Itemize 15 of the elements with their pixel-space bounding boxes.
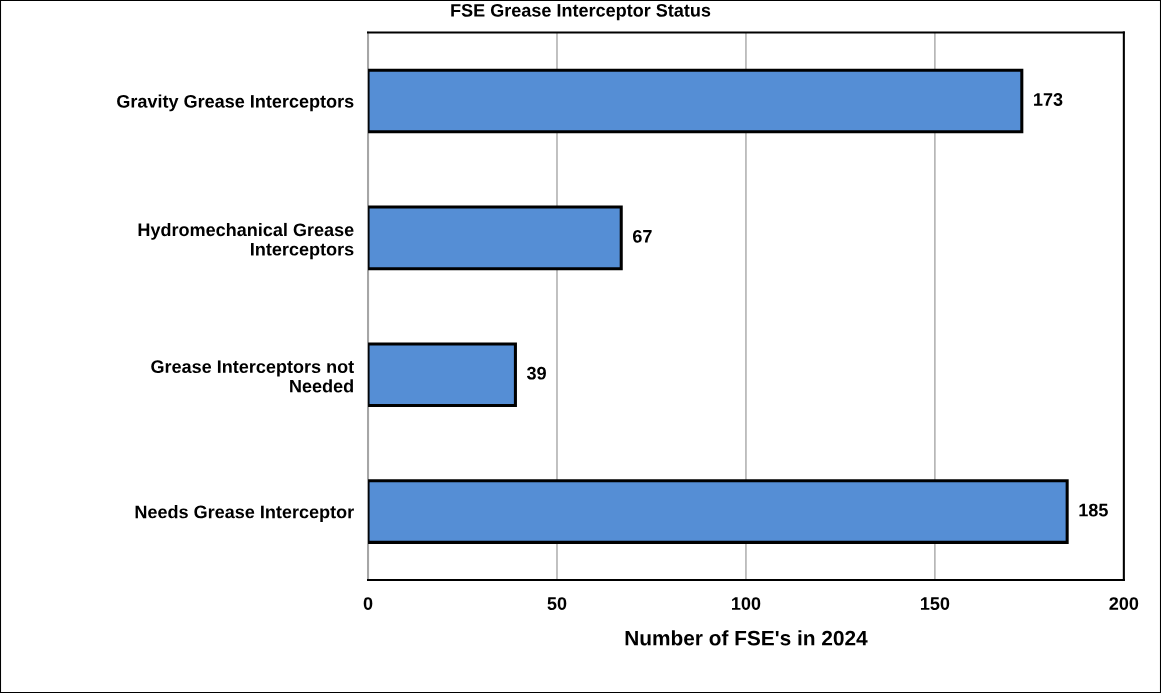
data-label: 185	[1079, 503, 1108, 517]
data-label: 173	[1034, 93, 1063, 106]
y-tick-label: Gravity Grease Interceptors	[117, 94, 354, 112]
x-tick-label: 200	[1109, 597, 1139, 610]
y-tick-label: Grease Interceptors not Needed	[151, 360, 354, 393]
y-tick-label: Hydromechanical Grease Interceptors	[138, 222, 354, 260]
data-label: 39	[526, 366, 546, 380]
data-label: 67	[633, 229, 652, 243]
x-tick-label: 50	[547, 597, 567, 610]
chart-title: FSE Grease Interceptor Status	[451, 3, 711, 21]
y-tick-label: Needs Grease Interceptor	[135, 505, 354, 522]
x-tick-label: 150	[920, 597, 950, 610]
x-tick-label: 0	[363, 597, 373, 610]
x-axis-title: Number of FSE's in 2024	[625, 630, 868, 646]
x-tick-label: 100	[732, 597, 761, 610]
